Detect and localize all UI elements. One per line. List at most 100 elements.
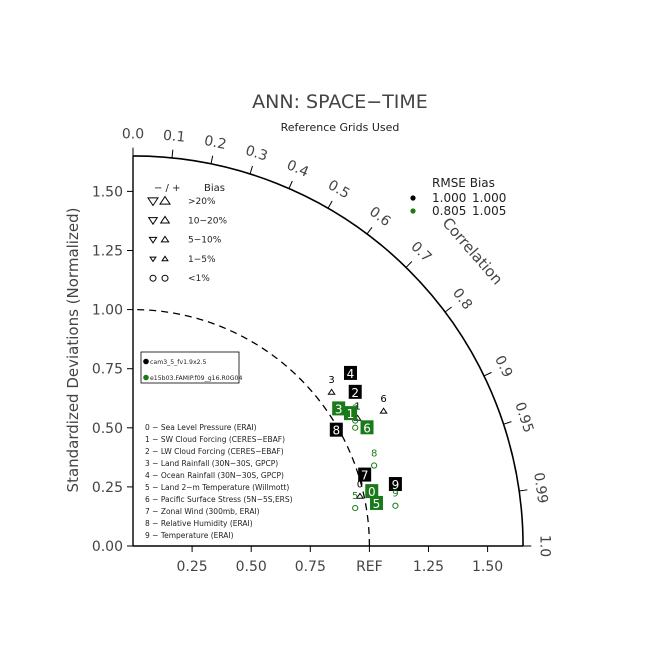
point-label: 0 [357,479,363,490]
case-legend-label: e15b03.FAMIP.f09_g16.R0G04 [150,375,242,382]
variable-legend-item: 7 − Zonal Wind (300mb, ERAI) [145,507,260,516]
point-label: 0 [368,485,376,499]
corr-tick-label: 0.3 [243,143,269,165]
corr-tick [503,421,512,425]
y-axis-label: Standardized Deviations (Normalized) [64,208,82,493]
y-tick-label: 1.00 [92,303,123,319]
rmse-legend-rmse: 0.805 [432,204,466,218]
bias-legend-title: Bias [204,183,225,194]
rmse-legend-header: RMSE Bias [432,176,495,190]
corr-tick [366,227,373,235]
corr-tick [444,306,452,313]
corr-tick [288,180,293,189]
bias-up-icon [355,492,365,499]
point-label: 6 [363,421,371,435]
bias-legend-label: 5−10% [188,236,222,246]
point-marker [365,484,379,499]
point-marker [332,401,346,416]
corr-tick-label: 0.99 [530,471,550,504]
corr-tick-label: 0.1 [162,128,186,146]
point-label: 5 [373,497,381,511]
point-marker [343,365,357,380]
x-tick-label: 0.25 [177,559,208,575]
y-tick-label: 1.50 [92,184,123,200]
point-label: 5 [352,491,358,502]
variable-legend-item: 5 − Land 2−m Temperature (Willmott) [145,483,289,492]
point-label: 4 [347,367,355,381]
case-legend-box [140,351,240,384]
corr-tick [249,165,253,175]
point-label: 8 [371,449,377,460]
bias-down-icon [148,236,158,244]
bias-up-icon [159,195,171,205]
point-label: 9 [392,478,400,492]
point-label: 6 [380,394,386,405]
corr-tick [519,489,528,492]
x-tick-label: 1.25 [413,559,444,575]
point-label: 1 [347,407,355,421]
bias-up-icon [159,215,171,224]
bias-legend-sign: − / + [154,183,180,194]
case-legend-label: cam3_5_fv1.9x2.5 [150,359,207,366]
corr-tick-label: 0.5 [325,177,352,202]
chart-title: ANN: SPACE−TIME [252,91,428,113]
bias-circle-icon [392,502,399,509]
corr-tick-label: 0.8 [449,285,475,312]
case-legend-dot [143,374,149,381]
point-marker [343,406,357,421]
bias-circle-icon [371,462,378,469]
point-label: 3 [328,375,334,386]
bias-up-icon [379,407,388,414]
point-marker [329,422,343,437]
point-label: 7 [361,469,369,483]
correlation-arc [132,155,524,547]
point-label: 8 [332,424,340,438]
variable-legend-item: 9 − Temperature (ERAI) [145,531,234,540]
variable-legend-item: 0 − Sea Level Pressure (ERAI) [145,423,257,432]
point-marker [358,467,372,482]
rmse-legend-bias: 1.000 [472,191,506,205]
case-legend-dot [143,358,149,365]
point-marker [369,495,383,510]
bias-circle-icon [161,274,169,282]
bias-legend: − / + Bias >20% 10−20% 5−10% 1−5% <1% [147,183,227,284]
y-tick-label: 0.00 [92,539,123,555]
point-marker [388,477,402,492]
chart-subtitle: Reference Grids Used [281,121,400,134]
rmse-legend-dot [410,195,416,201]
bias-circle-icon [352,504,359,512]
point-label: 2 [352,404,358,415]
x-tick-label: 1.50 [472,559,503,575]
corr-tick [171,149,174,158]
corr-tick [327,200,333,209]
rmse-legend-dot [410,208,416,214]
variable-legend-item: 6 − Pacific Surface Stress (5N−5S,ERS) [145,495,293,504]
y-tick-label: 0.50 [92,421,123,437]
correlation-label: Correlation [439,214,507,288]
variable-legend-item: 8 − Relative Humidity (ERAI) [145,519,253,528]
rmse-legend-bias: 1.005 [472,204,506,218]
point-label: 9 [392,489,398,500]
point-label: 3 [335,402,343,416]
corr-tick [210,155,214,164]
variable-legend-item: 4 − Ocean Rainfall (30N−30S, GPCP) [145,471,284,480]
rmse-legend-rmse: 1.000 [432,191,466,205]
bias-up-icon [161,255,169,262]
ref-label: REF [356,559,383,575]
corr-tick-label: 0.4 [284,157,311,181]
x-tick-label: 0.50 [236,559,267,575]
bias-circle-icon [352,424,359,431]
corr-tick-label: 0.0 [122,127,144,143]
corr-tick-label: 0.6 [366,204,393,230]
corr-tick-label: 0.9 [491,353,515,380]
bias-circle-icon [352,417,359,424]
variable-legend-item: 1 − SW Cloud Forcing (CERES−EBAF) [145,435,285,444]
bias-down-icon [147,197,159,207]
variable-legend-item: 3 − Land Rainfall (30N−30S, GPCP) [145,459,278,468]
case-legend: cam3_5_fv1.9x2.5 e15b03.FAMIP.f09_g16.R0G… [140,351,242,384]
bias-legend-label: >20% [188,197,216,207]
y-tick-label: 0.75 [92,362,123,378]
point-label: 1 [354,401,360,412]
